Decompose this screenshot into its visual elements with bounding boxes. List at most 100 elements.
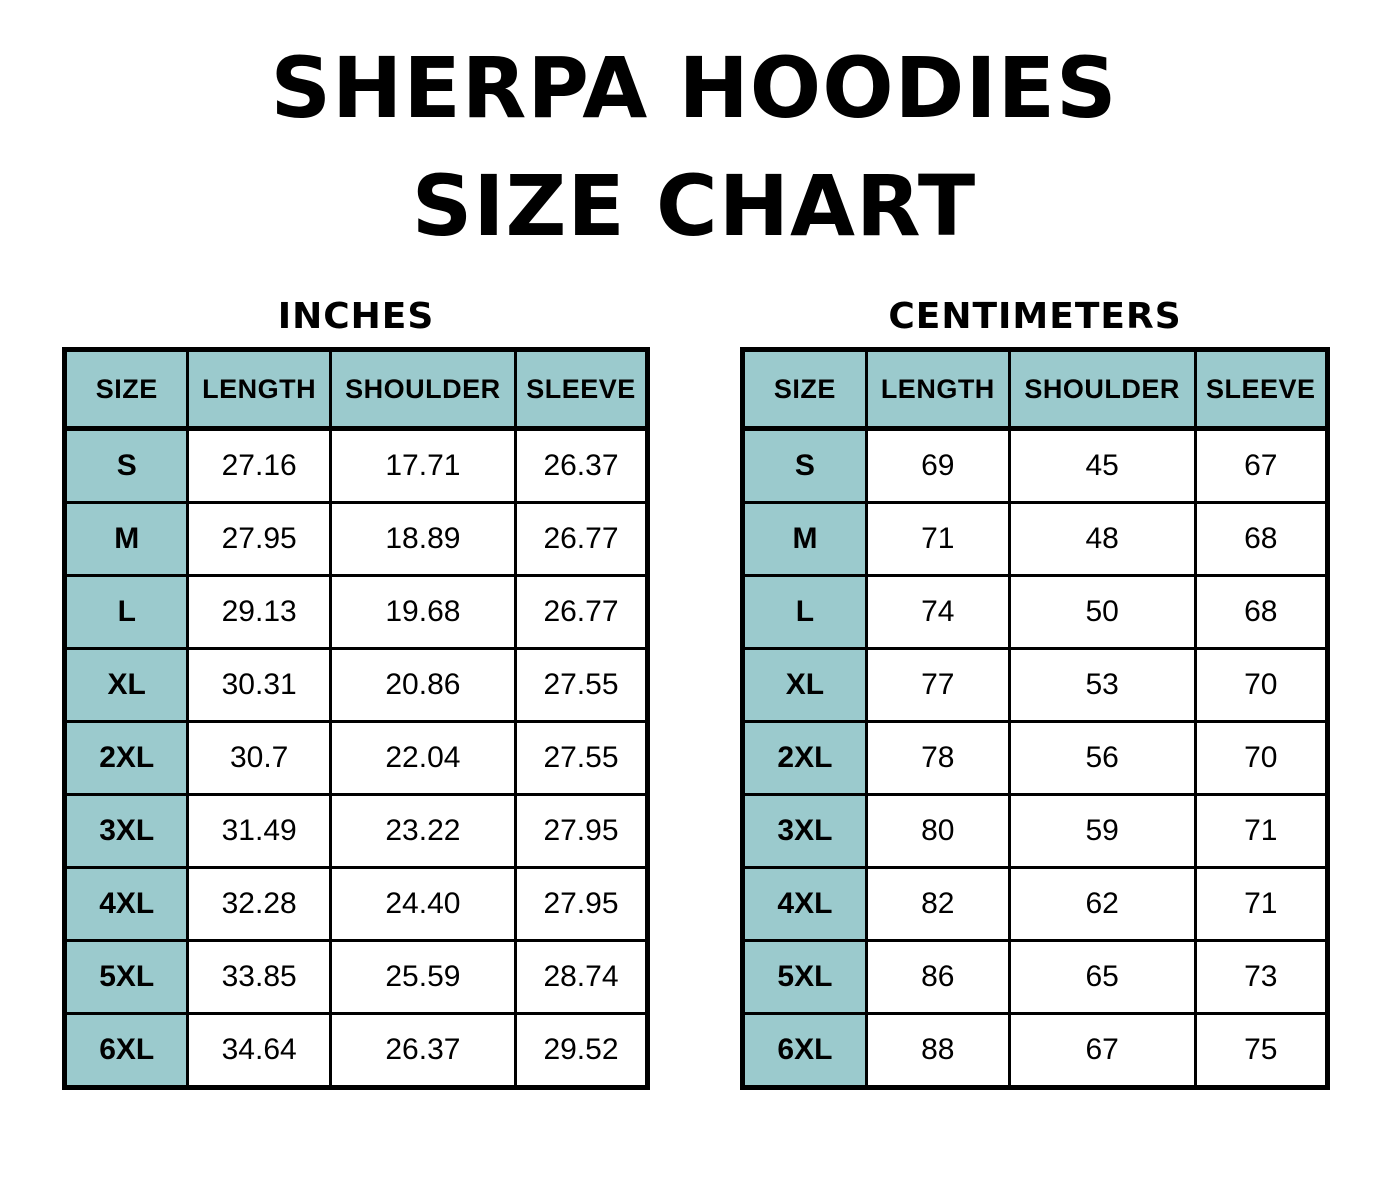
- value-cell: 26.37: [513, 427, 650, 504]
- value-cell: 80: [864, 793, 1011, 869]
- value-cell: 27.95: [513, 793, 650, 869]
- value-cell: 23.22: [328, 793, 517, 869]
- table-row: 2XL 78 56 70: [741, 720, 1330, 796]
- size-cell: 2XL: [741, 720, 868, 796]
- size-cell: 2XL: [62, 720, 190, 796]
- value-cell: 27.55: [513, 647, 650, 723]
- value-cell: 26.77: [513, 501, 650, 577]
- inches-label: INCHES: [277, 296, 435, 337]
- value-cell: 25.59: [328, 939, 517, 1015]
- value-cell: 27.16: [186, 427, 332, 504]
- value-cell: 59: [1007, 793, 1197, 869]
- value-cell: 17.71: [328, 427, 517, 504]
- table-row: S 27.16 17.71 26.37: [62, 427, 650, 504]
- inches-table-section: INCHES SIZE LENGTH SHOULDER SLEEVE S 27.16 17…: [62, 296, 650, 1090]
- value-cell: 27.55: [513, 720, 650, 796]
- value-cell: 88: [864, 1012, 1011, 1089]
- table-row: 2XL 30.7 22.04 27.55: [62, 720, 650, 796]
- value-cell: 29.13: [186, 574, 332, 650]
- inches-size-table: SIZE LENGTH SHOULDER SLEEVE S 27.16 17.71 26.3…: [62, 347, 650, 1090]
- size-cell: M: [741, 501, 868, 577]
- centimeters-table-header: SIZE LENGTH SHOULDER SLEEVE: [741, 348, 1330, 431]
- table-row: M 71 48 68: [741, 501, 1330, 577]
- table-row: XL 30.31 20.86 27.55: [62, 647, 650, 723]
- column-header-sleeve: SLEEVE: [513, 348, 650, 431]
- size-cell: L: [62, 574, 190, 650]
- table-row: M 27.95 18.89 26.77: [62, 501, 650, 577]
- value-cell: 32.28: [186, 866, 332, 942]
- size-cell: M: [62, 501, 190, 577]
- value-cell: 50: [1007, 574, 1197, 650]
- centimeters-table-body: S 69 45 67 M 71 48 68 L 74 50 68 XL 77 53 70 2XL 78 56 70 3X…: [741, 427, 1330, 1089]
- value-cell: 48: [1007, 501, 1197, 577]
- centimeters-label: CENTIMETERS: [888, 296, 1182, 337]
- size-cell: 5XL: [62, 939, 190, 1015]
- column-header-shoulder: SHOULDER: [328, 348, 517, 431]
- value-cell: 73: [1193, 939, 1330, 1015]
- table-row: L 74 50 68: [741, 574, 1330, 650]
- value-cell: 74: [864, 574, 1011, 650]
- table-row: 3XL 31.49 23.22 27.95: [62, 793, 650, 869]
- value-cell: 53: [1007, 647, 1197, 723]
- header-row: SIZE LENGTH SHOULDER SLEEVE: [741, 348, 1330, 431]
- header-row: SIZE LENGTH SHOULDER SLEEVE: [62, 348, 650, 431]
- table-row: 5XL 33.85 25.59 28.74: [62, 939, 650, 1015]
- size-cell: 6XL: [741, 1012, 868, 1089]
- table-row: 6XL 34.64 26.37 29.52: [62, 1012, 650, 1089]
- value-cell: 31.49: [186, 793, 332, 869]
- table-row: L 29.13 19.68 26.77: [62, 574, 650, 650]
- title-line-1: SHERPA HOODIES: [270, 39, 1118, 137]
- size-cell: S: [741, 427, 868, 504]
- value-cell: 78: [864, 720, 1011, 796]
- value-cell: 71: [1193, 866, 1330, 942]
- size-cell: 6XL: [62, 1012, 190, 1089]
- value-cell: 34.64: [186, 1012, 332, 1089]
- value-cell: 82: [864, 866, 1011, 942]
- size-cell: L: [741, 574, 868, 650]
- value-cell: 70: [1193, 647, 1330, 723]
- page-title: SHERPA HOODIES SIZE CHART: [0, 30, 1388, 265]
- value-cell: 26.37: [328, 1012, 517, 1089]
- table-row: 4XL 82 62 71: [741, 866, 1330, 942]
- value-cell: 18.89: [328, 501, 517, 577]
- column-header-length: LENGTH: [186, 348, 332, 431]
- value-cell: 86: [864, 939, 1011, 1015]
- column-header-size: SIZE: [741, 348, 868, 431]
- value-cell: 24.40: [328, 866, 517, 942]
- centimeters-size-table: SIZE LENGTH SHOULDER SLEEVE S 69 45 67 M 71 48 68 L…: [740, 347, 1330, 1090]
- table-row: 4XL 32.28 24.40 27.95: [62, 866, 650, 942]
- size-cell: 3XL: [741, 793, 868, 869]
- value-cell: 71: [1193, 793, 1330, 869]
- column-header-size: SIZE: [62, 348, 190, 431]
- size-cell: 5XL: [741, 939, 868, 1015]
- value-cell: 56: [1007, 720, 1197, 796]
- value-cell: 67: [1193, 427, 1330, 504]
- table-row: S 69 45 67: [741, 427, 1330, 504]
- value-cell: 30.31: [186, 647, 332, 723]
- value-cell: 67: [1007, 1012, 1197, 1089]
- value-cell: 62: [1007, 866, 1197, 942]
- size-cell: 4XL: [62, 866, 190, 942]
- table-row: XL 77 53 70: [741, 647, 1330, 723]
- value-cell: 75: [1193, 1012, 1330, 1089]
- table-row: 6XL 88 67 75: [741, 1012, 1330, 1089]
- value-cell: 27.95: [513, 866, 650, 942]
- value-cell: 45: [1007, 427, 1197, 504]
- value-cell: 20.86: [328, 647, 517, 723]
- centimeters-table-section: CENTIMETERS SIZE LENGTH SHOULDER SLEEVE S 69…: [740, 296, 1330, 1090]
- column-header-length: LENGTH: [864, 348, 1011, 431]
- value-cell: 77: [864, 647, 1011, 723]
- value-cell: 68: [1193, 574, 1330, 650]
- value-cell: 70: [1193, 720, 1330, 796]
- inches-table-header: SIZE LENGTH SHOULDER SLEEVE: [62, 348, 650, 431]
- size-cell: 3XL: [62, 793, 190, 869]
- value-cell: 30.7: [186, 720, 332, 796]
- value-cell: 22.04: [328, 720, 517, 796]
- value-cell: 71: [864, 501, 1011, 577]
- inches-table-body: S 27.16 17.71 26.37 M 27.95 18.89 26.77 L 29.13 19…: [62, 427, 650, 1089]
- value-cell: 26.77: [513, 574, 650, 650]
- value-cell: 68: [1193, 501, 1330, 577]
- table-row: 3XL 80 59 71: [741, 793, 1330, 869]
- value-cell: 29.52: [513, 1012, 650, 1089]
